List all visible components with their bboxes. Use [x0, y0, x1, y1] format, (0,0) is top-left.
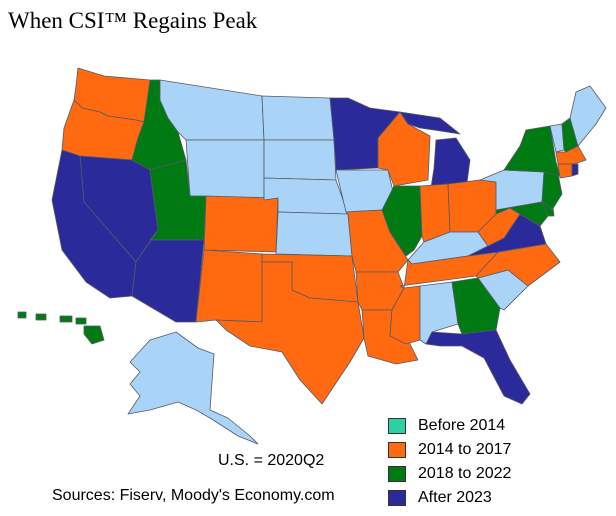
state-wy	[185, 139, 265, 201]
state-az	[131, 229, 205, 323]
legend-swatch	[388, 442, 406, 458]
legend-swatch	[388, 490, 406, 506]
legend-item: 2014 to 2017	[388, 438, 511, 462]
state-ny	[503, 125, 561, 177]
state-ks	[275, 211, 353, 257]
legend: Before 2014 2014 to 2017 2018 to 2022 Af…	[388, 414, 511, 510]
state-me	[569, 85, 607, 147]
state-tx	[215, 261, 365, 405]
state-nd	[261, 95, 335, 141]
legend-swatch	[388, 418, 406, 434]
legend-item: After 2023	[388, 486, 511, 510]
state-nm	[195, 249, 263, 323]
legend-item: 2018 to 2022	[388, 462, 511, 486]
legend-swatch	[388, 466, 406, 482]
state-hi-1	[17, 311, 27, 319]
legend-label: 2014 to 2017	[418, 441, 512, 458]
map-title: When CSI™ Regains Peak	[8, 8, 258, 33]
state-ca	[51, 149, 137, 299]
state-ak	[127, 331, 259, 445]
legend-label: After 2023	[418, 489, 492, 506]
state-hi-5	[83, 325, 105, 345]
state-hi-4	[75, 317, 87, 325]
state-in	[419, 183, 451, 243]
state-hi-2	[35, 313, 47, 321]
state-sd	[263, 139, 337, 181]
legend-label: Before 2014	[418, 417, 506, 434]
state-fl	[425, 329, 531, 405]
state-ct	[557, 163, 573, 179]
state-co	[203, 195, 279, 253]
legend-item: Before 2014	[388, 414, 511, 438]
legend-label: 2018 to 2022	[418, 465, 512, 482]
state-mi	[399, 111, 461, 135]
state-hi-3	[59, 315, 73, 323]
state-ri	[571, 163, 579, 177]
us-note: U.S. = 2020Q2	[218, 452, 325, 469]
sources-text: Sources: Fiserv, Moody's Economy.com	[52, 487, 335, 504]
